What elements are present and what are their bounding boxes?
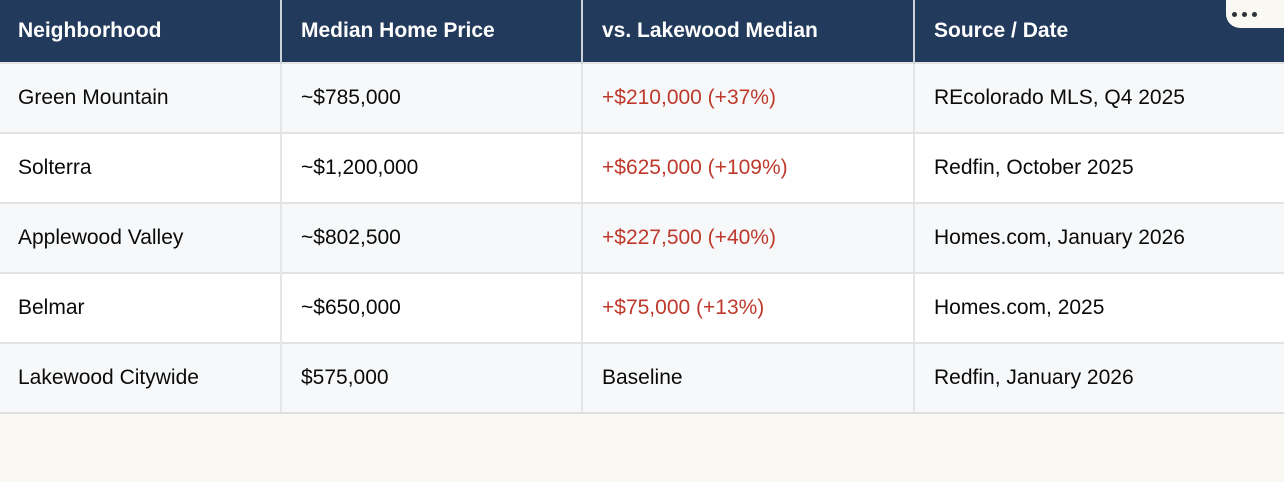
- cell-price: ~$650,000: [280, 272, 582, 343]
- table-row: Applewood Valley ~$802,500 +$227,500 (+4…: [0, 202, 1284, 273]
- cell-price: $575,000: [280, 342, 582, 414]
- column-header-vs-lakewood-median: vs. Lakewood Median: [581, 0, 914, 63]
- column-header-neighborhood: Neighborhood: [0, 0, 281, 63]
- cell-source: Homes.com, January 2026: [913, 202, 1284, 273]
- header-row: Neighborhood Median Home Price vs. Lakew…: [0, 0, 1284, 63]
- cell-source: Redfin, January 2026: [913, 342, 1284, 414]
- table-row: Belmar ~$650,000 +$75,000 (+13%) Homes.c…: [0, 272, 1284, 343]
- cell-neighborhood: Solterra: [0, 132, 281, 203]
- cell-vs-median: Baseline: [581, 342, 914, 414]
- cell-neighborhood: Belmar: [0, 272, 281, 343]
- column-header-source-date: Source / Date: [913, 0, 1284, 63]
- cell-source: Homes.com, 2025: [913, 272, 1284, 343]
- cell-vs-median: +$75,000 (+13%): [581, 272, 914, 343]
- table-header: Neighborhood Median Home Price vs. Lakew…: [0, 0, 1284, 63]
- cell-vs-median: +$210,000 (+37%): [581, 62, 914, 133]
- cell-source: Redfin, October 2025: [913, 132, 1284, 203]
- table-row: Solterra ~$1,200,000 +$625,000 (+109%) R…: [0, 132, 1284, 203]
- cell-neighborhood: Lakewood Citywide: [0, 342, 281, 414]
- cell-price: ~$1,200,000: [280, 132, 582, 203]
- home-price-comparison-table: Neighborhood Median Home Price vs. Lakew…: [0, 0, 1284, 414]
- cell-price: ~$802,500: [280, 202, 582, 273]
- cell-vs-median: +$227,500 (+40%): [581, 202, 914, 273]
- table-body: Green Mountain ~$785,000 +$210,000 (+37%…: [0, 62, 1284, 414]
- cell-neighborhood: Applewood Valley: [0, 202, 281, 273]
- cell-neighborhood: Green Mountain: [0, 62, 281, 133]
- cell-price: ~$785,000: [280, 62, 582, 133]
- cell-vs-median: +$625,000 (+109%): [581, 132, 914, 203]
- table-row: Lakewood Citywide $575,000 Baseline Redf…: [0, 342, 1284, 414]
- column-header-median-home-price: Median Home Price: [280, 0, 582, 63]
- cell-source: REcolorado MLS, Q4 2025: [913, 62, 1284, 133]
- more-options-button[interactable]: [1226, 0, 1284, 28]
- ellipsis-icon: [1232, 11, 1257, 17]
- comparison-table-container: Neighborhood Median Home Price vs. Lakew…: [0, 0, 1284, 414]
- table-row: Green Mountain ~$785,000 +$210,000 (+37%…: [0, 62, 1284, 133]
